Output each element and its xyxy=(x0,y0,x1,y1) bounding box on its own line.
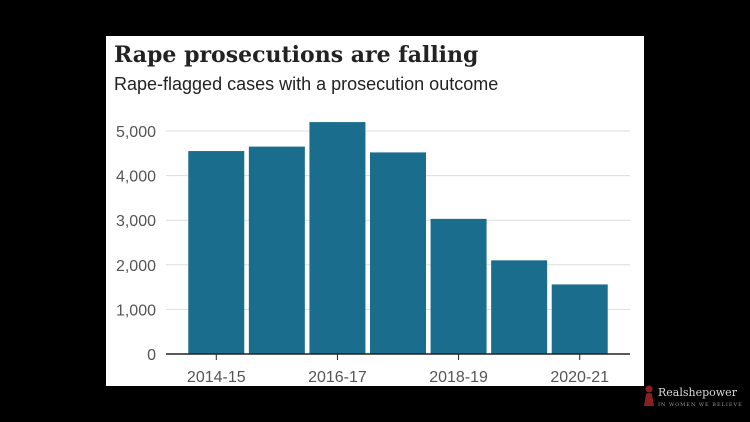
y-tick-label: 1,000 xyxy=(116,302,156,319)
bar xyxy=(248,146,305,354)
watermark-name: Realshepower xyxy=(658,386,737,399)
x-tick-label: 2016-17 xyxy=(308,369,367,386)
bar xyxy=(370,152,426,354)
bar xyxy=(309,122,366,354)
y-tick-label: 5,000 xyxy=(116,124,156,141)
bar xyxy=(551,284,608,354)
chart-card: Rape prosecutions are falling Rape-flagg… xyxy=(106,36,644,386)
x-tick-label: 2018-19 xyxy=(429,369,488,386)
chart-title: Rape prosecutions are falling xyxy=(114,42,479,68)
bar-chart: 0 1,000 2,000 3,000 4,000 5,000 2014-15 2016-17… xyxy=(116,122,630,386)
chart-subtitle: Rape-flagged cases with a prosecution ou… xyxy=(114,74,499,94)
y-tick-label: 4,000 xyxy=(116,169,156,186)
y-tick-label: 2,000 xyxy=(116,258,156,275)
woman-silhouette-icon xyxy=(644,385,654,406)
bar xyxy=(491,260,548,354)
y-tick-label: 3,000 xyxy=(116,213,156,230)
watermark-tagline: IN WOMEN WE BELIEVE xyxy=(658,402,743,408)
x-tick-label: 2020-21 xyxy=(550,369,609,386)
bar xyxy=(430,218,487,354)
x-tick-label: 2014-15 xyxy=(187,369,246,386)
bar xyxy=(188,151,245,354)
y-tick-label: 0 xyxy=(147,347,156,364)
watermark: Realshepower IN WOMEN WE BELIEVE xyxy=(642,382,748,412)
